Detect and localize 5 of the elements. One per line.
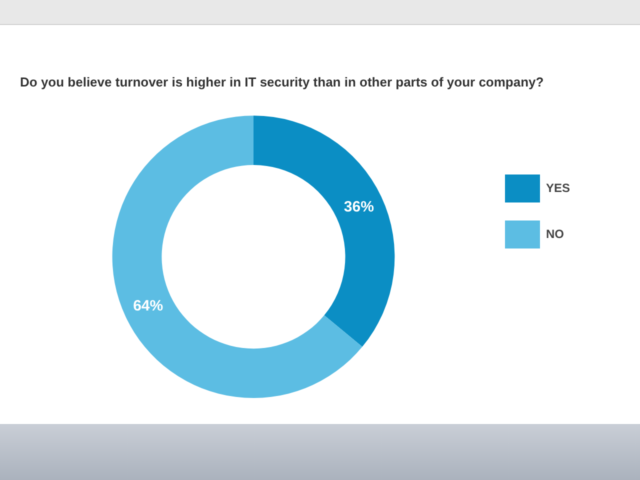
data-label: 64% <box>133 298 164 315</box>
chart-title: Do you believe turnover is higher in IT security than in other parts of your company? <box>20 74 544 90</box>
data-label: 36% <box>344 198 374 216</box>
legend-label: YES <box>546 180 570 195</box>
legend-label: NO <box>546 226 564 241</box>
